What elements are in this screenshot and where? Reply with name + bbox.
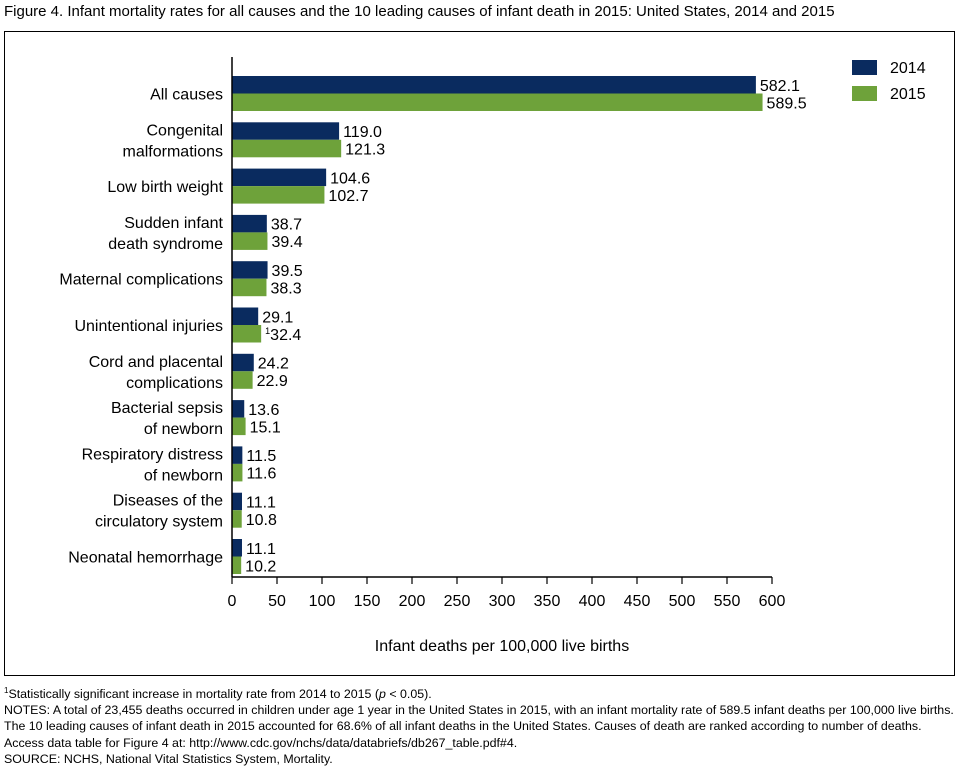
value-label-2015: 15.1 bbox=[250, 419, 281, 436]
category-label: Diseases of the bbox=[113, 493, 223, 510]
bar-2014 bbox=[232, 446, 243, 464]
value-label-2015: 39.4 bbox=[271, 234, 302, 251]
category-label: Low birth weight bbox=[107, 179, 223, 196]
x-tick-label: 250 bbox=[444, 593, 471, 610]
value-label-2014: 11.5 bbox=[246, 448, 276, 465]
value-label-2014: 38.7 bbox=[271, 217, 302, 234]
value-label-2015: 10.2 bbox=[245, 558, 276, 575]
value-label-2015: 38.3 bbox=[270, 280, 301, 297]
x-tick-label: 100 bbox=[309, 593, 336, 610]
value-label-2014: 39.5 bbox=[272, 263, 303, 280]
category-label: Congenital bbox=[147, 122, 224, 139]
bar-2015 bbox=[232, 463, 243, 482]
legend-swatch-2014 bbox=[852, 60, 877, 75]
category-label: Sudden infant bbox=[124, 215, 223, 232]
x-tick-label: 0 bbox=[228, 593, 237, 610]
category-label: All causes bbox=[150, 87, 223, 104]
value-label-2015: 10.8 bbox=[246, 512, 277, 529]
bar-2015 bbox=[232, 417, 246, 436]
value-label-2015: 22.9 bbox=[257, 373, 288, 390]
notes-text: NOTES: A total of 23,455 deaths occurred… bbox=[4, 703, 954, 750]
category-label: complications bbox=[126, 375, 223, 392]
category-label: malformations bbox=[123, 143, 223, 160]
bar-2015 bbox=[232, 556, 242, 574]
bar-2014 bbox=[232, 122, 340, 140]
category-label: Maternal complications bbox=[59, 272, 223, 289]
x-tick-label: 500 bbox=[669, 593, 696, 610]
bar-2014 bbox=[232, 168, 327, 187]
bar-2015 bbox=[232, 510, 242, 528]
footnote-rest: < 0.05). bbox=[385, 687, 432, 701]
x-tick-label: 150 bbox=[354, 593, 381, 610]
x-tick-label: 450 bbox=[624, 593, 651, 610]
value-label-2014: 11.1 bbox=[246, 541, 276, 558]
x-tick-label: 300 bbox=[489, 593, 516, 610]
bar-2014 bbox=[232, 76, 756, 94]
category-label: Cord and placental bbox=[89, 354, 223, 371]
category-label: Bacterial sepsis bbox=[111, 400, 223, 417]
value-label-2014: 24.2 bbox=[258, 356, 289, 373]
chart-frame: 582.1 589.5 All causes 119.0 121.3 Congenital… bbox=[4, 31, 955, 676]
x-tick-label: 350 bbox=[534, 593, 561, 610]
value-label-2014: 104.6 bbox=[330, 170, 370, 187]
footnote: 1Statistically significant increase in m… bbox=[4, 686, 954, 702]
bar-2014 bbox=[232, 353, 254, 372]
value-label-2015: 589.5 bbox=[767, 95, 807, 112]
value-label-2014: 29.1 bbox=[262, 309, 293, 326]
value-label-2015: 102.7 bbox=[328, 188, 368, 205]
footnote-text: Statistically significant increase in mo… bbox=[8, 687, 379, 701]
category-label: of newborn bbox=[144, 467, 223, 484]
bar-2014 bbox=[232, 261, 268, 279]
category-label: circulatory system bbox=[95, 514, 223, 531]
category-label: Unintentional injuries bbox=[74, 318, 223, 335]
category-label: death syndrome bbox=[108, 236, 223, 253]
value-label-2014: 11.1 bbox=[246, 494, 276, 511]
x-axis-title: Infant deaths per 100,000 live births bbox=[375, 638, 629, 655]
bar-2015 bbox=[232, 232, 268, 250]
legend-label-2014: 2014 bbox=[890, 60, 926, 77]
significance-marker: 1 bbox=[265, 326, 270, 336]
notes-block: 1Statistically significant increase in m… bbox=[4, 686, 954, 767]
footnote-marker: 1 bbox=[4, 685, 9, 695]
bar-2014 bbox=[232, 492, 242, 511]
x-tick-label: 50 bbox=[268, 593, 286, 610]
bar-2015 bbox=[232, 278, 267, 297]
x-tick-label: 200 bbox=[399, 593, 426, 610]
value-label-2015: 121.3 bbox=[345, 142, 385, 159]
bar-2015 bbox=[232, 325, 262, 343]
bar-2015 bbox=[232, 186, 325, 204]
legend-swatch-2015 bbox=[852, 86, 877, 101]
figure-title: Figure 4. Infant mortality rates for all… bbox=[4, 3, 835, 20]
legend-label-2015: 2015 bbox=[890, 86, 926, 103]
category-label: Respiratory distress bbox=[82, 446, 223, 463]
bar-2014 bbox=[232, 539, 242, 557]
value-label-2014: 13.6 bbox=[248, 402, 279, 419]
source-text: SOURCE: NCHS, National Vital Statistics … bbox=[4, 751, 333, 766]
x-tick-label: 600 bbox=[759, 593, 786, 610]
value-label-text: 32.4 bbox=[270, 327, 301, 344]
category-label: of newborn bbox=[144, 421, 223, 438]
footnote-p: p bbox=[378, 687, 386, 701]
value-label-2015: 11.6 bbox=[246, 466, 276, 483]
bar-2015 bbox=[232, 371, 253, 389]
bar-2014 bbox=[232, 214, 267, 233]
bar-2014 bbox=[232, 307, 259, 325]
value-label-2014: 119.0 bbox=[343, 124, 382, 141]
x-tick-label: 550 bbox=[714, 593, 741, 610]
bar-2015 bbox=[232, 139, 342, 158]
bar-2015 bbox=[232, 93, 763, 111]
value-label-2015: 132.4 bbox=[265, 326, 301, 344]
category-label: Neonatal hemorrhage bbox=[68, 550, 223, 567]
x-tick-label: 400 bbox=[579, 593, 606, 610]
value-label-2014: 582.1 bbox=[760, 78, 800, 95]
bar-2014 bbox=[232, 400, 245, 418]
